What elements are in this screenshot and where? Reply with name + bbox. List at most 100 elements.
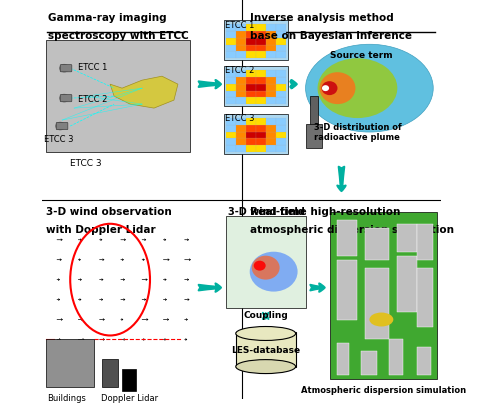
Ellipse shape (370, 313, 394, 327)
Bar (256, 91, 266, 98)
Bar (266, 98, 276, 105)
Text: Buildings: Buildings (47, 393, 86, 402)
Bar (246, 52, 256, 59)
Bar (276, 139, 285, 146)
Bar (266, 126, 276, 132)
Bar (276, 126, 285, 132)
Bar (236, 32, 246, 39)
Bar (256, 52, 266, 59)
Text: ETCC 3: ETCC 3 (225, 114, 254, 123)
Bar (246, 119, 256, 126)
Bar (338, 343, 349, 375)
Text: 3-D distribution of
radioactive plume: 3-D distribution of radioactive plume (314, 123, 402, 142)
Bar (246, 71, 256, 78)
Bar (102, 360, 118, 387)
Bar (256, 25, 266, 32)
Text: ETCC 2: ETCC 2 (225, 66, 254, 75)
FancyBboxPatch shape (236, 333, 296, 367)
Text: spectroscopy with ETCC: spectroscopy with ETCC (48, 31, 189, 41)
Bar (226, 45, 236, 52)
Bar (266, 146, 276, 153)
Bar (276, 32, 285, 39)
Bar (366, 268, 390, 340)
Bar (256, 85, 266, 91)
Bar (122, 369, 136, 391)
Ellipse shape (306, 45, 433, 133)
FancyBboxPatch shape (226, 216, 306, 308)
Ellipse shape (60, 95, 68, 102)
Ellipse shape (236, 360, 296, 374)
Bar (46, 340, 94, 387)
Bar (226, 78, 236, 85)
Text: Coupling: Coupling (244, 310, 288, 319)
Bar (256, 45, 266, 52)
Bar (236, 52, 246, 59)
Bar (276, 25, 285, 32)
Bar (398, 256, 417, 312)
Bar (226, 25, 236, 32)
Bar (266, 119, 276, 126)
Bar (236, 85, 246, 91)
Text: ETCC 3: ETCC 3 (44, 134, 74, 143)
Text: base on Bayesian inference: base on Bayesian inference (250, 31, 412, 41)
Bar (226, 71, 236, 78)
Bar (226, 32, 236, 39)
Bar (266, 52, 276, 59)
Bar (266, 71, 276, 78)
Ellipse shape (254, 261, 266, 271)
FancyBboxPatch shape (60, 66, 72, 72)
Text: ETCC 1: ETCC 1 (225, 21, 254, 30)
Bar (236, 139, 246, 146)
Bar (276, 85, 285, 91)
Bar (226, 132, 236, 139)
Text: Doppler Lidar: Doppler Lidar (102, 393, 158, 402)
Bar (256, 146, 266, 153)
Bar (276, 78, 285, 85)
Text: ETCC 3: ETCC 3 (70, 159, 102, 168)
Bar (276, 71, 285, 78)
Bar (306, 125, 322, 149)
Bar (266, 39, 276, 45)
Bar (256, 39, 266, 45)
Bar (276, 146, 285, 153)
FancyBboxPatch shape (46, 41, 190, 153)
Bar (338, 260, 357, 320)
FancyBboxPatch shape (224, 115, 288, 155)
Ellipse shape (318, 59, 398, 119)
Bar (226, 98, 236, 105)
Text: Atmospheric dispersion simulation: Atmospheric dispersion simulation (301, 386, 466, 394)
Bar (236, 91, 246, 98)
Polygon shape (110, 77, 178, 109)
Bar (246, 98, 256, 105)
Bar (338, 220, 357, 256)
FancyBboxPatch shape (56, 123, 68, 130)
Text: Gamma-ray imaging: Gamma-ray imaging (48, 13, 167, 23)
Bar (246, 25, 256, 32)
Bar (246, 39, 256, 45)
Bar (276, 91, 285, 98)
Text: atmospheric dispersion simulation: atmospheric dispersion simulation (250, 224, 454, 234)
Bar (226, 39, 236, 45)
Text: Inverse analysis method: Inverse analysis method (250, 13, 394, 23)
Bar (246, 126, 256, 132)
Bar (266, 78, 276, 85)
Bar (266, 91, 276, 98)
Ellipse shape (320, 73, 356, 105)
Bar (418, 347, 431, 375)
Bar (266, 45, 276, 52)
Bar (246, 45, 256, 52)
Bar (398, 224, 417, 252)
Bar (276, 98, 285, 105)
Bar (236, 45, 246, 52)
Bar (256, 98, 266, 105)
Bar (246, 146, 256, 153)
Bar (362, 352, 378, 375)
Bar (236, 119, 246, 126)
Ellipse shape (322, 82, 338, 96)
Bar (266, 32, 276, 39)
Text: LES-database: LES-database (231, 345, 300, 354)
Bar (276, 52, 285, 59)
Text: Source term: Source term (330, 51, 392, 60)
Bar (276, 119, 285, 126)
Bar (310, 97, 318, 129)
